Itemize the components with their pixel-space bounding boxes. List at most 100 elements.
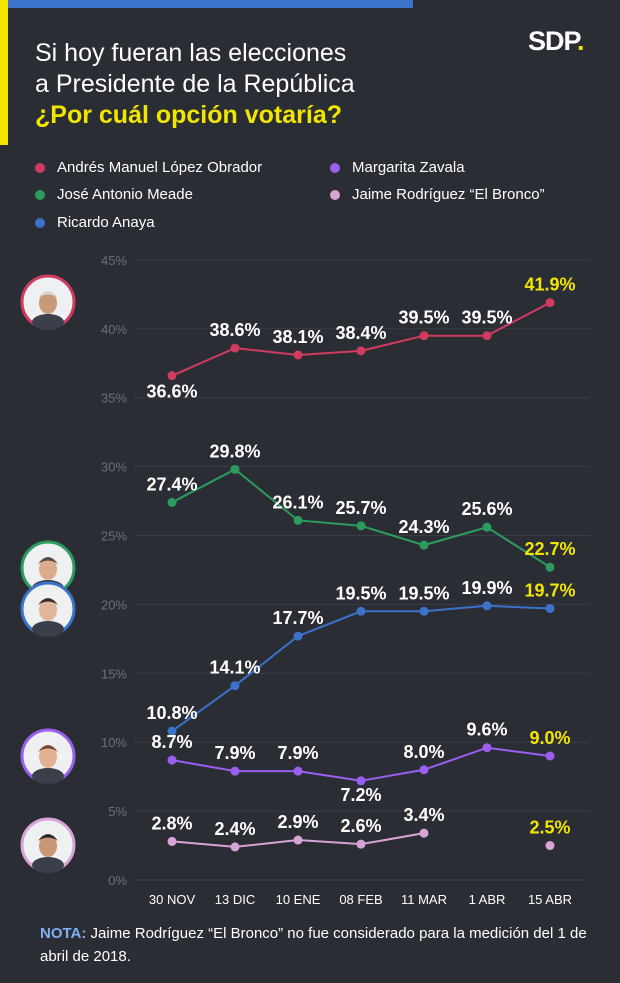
data-label: 7.2% bbox=[340, 785, 381, 805]
data-label: 29.8% bbox=[209, 441, 260, 461]
data-point bbox=[545, 841, 555, 851]
data-point bbox=[167, 371, 177, 381]
data-label: 24.3% bbox=[398, 517, 449, 537]
data-label: 19.5% bbox=[398, 583, 449, 603]
legend-dot-anaya bbox=[35, 217, 45, 228]
y-tick-label: 10% bbox=[101, 735, 127, 750]
data-label: 38.6% bbox=[209, 320, 260, 340]
data-point bbox=[230, 842, 240, 852]
anaya-avatar bbox=[20, 581, 76, 637]
amlo-avatar bbox=[20, 274, 76, 330]
legend-label-anaya: Ricardo Anaya bbox=[57, 214, 155, 231]
data-label: 27.4% bbox=[146, 474, 197, 494]
data-point bbox=[167, 836, 177, 846]
data-label: 8.0% bbox=[403, 742, 444, 762]
data-label: 10.8% bbox=[146, 703, 197, 723]
y-tick-label: 35% bbox=[101, 391, 127, 406]
data-point bbox=[293, 350, 303, 360]
data-label: 14.1% bbox=[209, 658, 260, 678]
x-tick-label: 15 ABR bbox=[528, 892, 572, 907]
legend-item-zavala: Margarita Zavala bbox=[330, 159, 465, 176]
legend-label-zavala: Margarita Zavala bbox=[352, 159, 465, 176]
x-tick-label: 30 NOV bbox=[149, 892, 196, 907]
footnote-label: NOTA: bbox=[40, 925, 87, 942]
data-point bbox=[545, 604, 555, 614]
data-point bbox=[293, 835, 303, 845]
data-point bbox=[356, 839, 366, 849]
data-point bbox=[167, 497, 177, 507]
data-point bbox=[293, 515, 303, 525]
title-question: ¿Por cuál opción votaría? bbox=[35, 101, 342, 129]
y-tick-label: 25% bbox=[101, 529, 127, 544]
data-label: 39.5% bbox=[461, 308, 512, 328]
legend-label-bronco: Jaime Rodríguez “El Bronco” bbox=[352, 186, 545, 203]
side-accent-bar bbox=[0, 0, 8, 145]
top-accent-bar bbox=[0, 0, 413, 8]
y-tick-label: 5% bbox=[108, 804, 127, 819]
data-point bbox=[230, 681, 240, 691]
data-label: 2.6% bbox=[340, 816, 381, 836]
page-title: Si hoy fueran las elecciones a President… bbox=[35, 38, 505, 131]
sdp-logo: SDP. bbox=[528, 26, 584, 56]
y-tick-label: 30% bbox=[101, 460, 127, 475]
data-point bbox=[545, 562, 555, 572]
data-label: 22.7% bbox=[524, 539, 575, 559]
data-point bbox=[419, 331, 429, 341]
data-point bbox=[419, 765, 429, 775]
data-label: 36.6% bbox=[146, 382, 197, 402]
data-label: 19.5% bbox=[335, 583, 386, 603]
data-label: 38.1% bbox=[272, 327, 323, 347]
data-point bbox=[356, 606, 366, 616]
data-label: 9.0% bbox=[529, 728, 570, 748]
legend-dot-meade bbox=[35, 189, 45, 200]
data-point bbox=[356, 521, 366, 531]
legend-dot-zavala bbox=[330, 162, 340, 173]
data-point bbox=[230, 464, 240, 474]
y-tick-label: 0% bbox=[108, 873, 127, 888]
footnote-text: Jaime Rodríguez “El Bronco” no fue consi… bbox=[40, 925, 587, 965]
data-point bbox=[482, 601, 492, 611]
x-tick-label: 08 FEB bbox=[339, 892, 382, 907]
data-point bbox=[545, 751, 555, 761]
data-point bbox=[293, 631, 303, 641]
data-label: 25.6% bbox=[461, 499, 512, 519]
data-point bbox=[482, 522, 492, 532]
legend-label-meade: José Antonio Meade bbox=[57, 186, 193, 203]
data-point bbox=[482, 331, 492, 341]
data-label: 9.6% bbox=[466, 720, 507, 740]
data-label: 2.4% bbox=[214, 819, 255, 839]
data-point bbox=[356, 776, 366, 786]
data-point bbox=[419, 606, 429, 616]
data-label: 2.8% bbox=[151, 813, 192, 833]
y-tick-label: 20% bbox=[101, 597, 127, 612]
data-point bbox=[482, 743, 492, 753]
data-point bbox=[167, 726, 177, 736]
legend: Andrés Manuel López Obrador José Antonio… bbox=[35, 159, 595, 241]
data-label: 39.5% bbox=[398, 308, 449, 328]
legend-item-anaya: Ricardo Anaya bbox=[35, 214, 155, 231]
x-tick-label: 11 MAR bbox=[401, 892, 447, 907]
legend-item-amlo: Andrés Manuel López Obrador bbox=[35, 159, 262, 176]
data-label: 26.1% bbox=[272, 492, 323, 512]
poll-line-chart: 0% 5% 10% 15% 20% 25% 30% 35% 40% 45% 30 NOV 13 DIC… bbox=[20, 253, 590, 907]
y-tick-label: 40% bbox=[101, 322, 127, 337]
legend-item-meade: José Antonio Meade bbox=[35, 186, 193, 203]
data-label: 7.9% bbox=[214, 743, 255, 763]
legend-label-amlo: Andrés Manuel López Obrador bbox=[57, 159, 263, 176]
data-label: 8.7% bbox=[151, 732, 192, 752]
data-point bbox=[419, 540, 429, 550]
data-point bbox=[230, 766, 240, 776]
data-label: 2.9% bbox=[277, 812, 318, 832]
y-tick-label: 45% bbox=[101, 253, 127, 268]
x-tick-label: 1 ABR bbox=[469, 892, 506, 907]
data-point bbox=[230, 343, 240, 353]
data-point bbox=[545, 298, 555, 308]
data-point bbox=[293, 766, 303, 776]
data-point bbox=[167, 755, 177, 765]
bronco-avatar bbox=[20, 817, 76, 873]
data-label: 17.7% bbox=[272, 608, 323, 628]
title-line-1: Si hoy fueran las elecciones bbox=[35, 39, 347, 67]
data-label: 25.7% bbox=[335, 498, 386, 518]
data-label: 19.9% bbox=[461, 578, 512, 598]
legend-item-bronco: Jaime Rodríguez “El Bronco” bbox=[330, 186, 545, 203]
